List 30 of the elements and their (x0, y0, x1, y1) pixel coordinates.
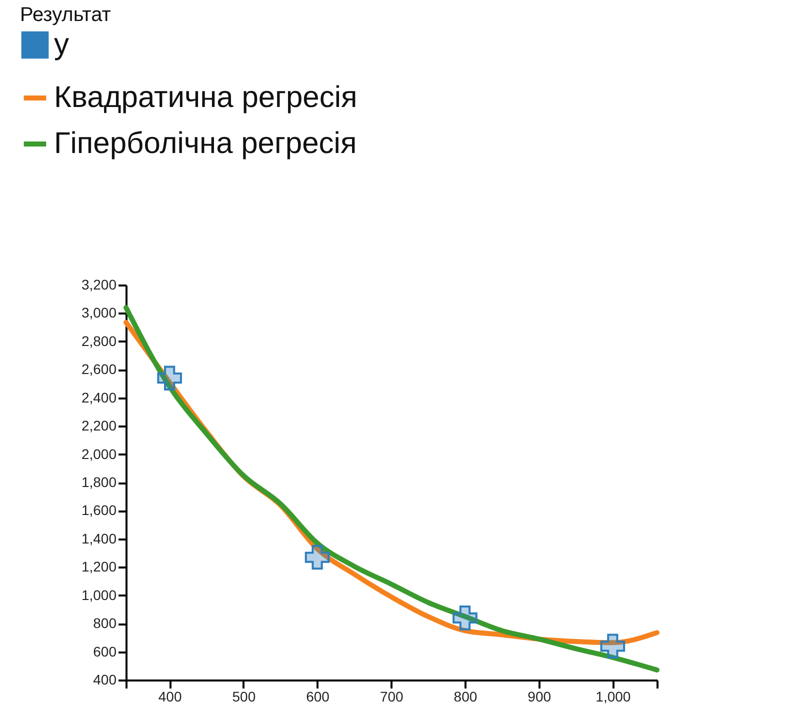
x-tick-label: 900 (528, 688, 552, 704)
y-tick-label: 2,800 (81, 332, 117, 349)
y-tick-label: 1,800 (81, 474, 117, 490)
legend-title: Результат (20, 4, 111, 26)
point (304, 544, 330, 570)
legend-label: Гіперболічна регресія (54, 127, 357, 160)
y-tick-label: 2,400 (81, 389, 117, 406)
y-tick-label: 3,000 (81, 304, 117, 321)
legend-label: y (54, 28, 69, 61)
y-tick-label: 3,200 (81, 276, 117, 292)
y-tick-label: 1,400 (81, 530, 117, 546)
point (157, 366, 182, 391)
y-tick-label: 1,000 (81, 586, 117, 603)
y-tick-label: 2,200 (81, 418, 117, 434)
y-tick-label: 2,000 (81, 446, 117, 462)
y-tick-label: 800 (93, 615, 117, 632)
x-tick-label: 1,000 (596, 688, 631, 704)
x-tick-label: 800 (454, 688, 478, 704)
x-tick-label: 500 (232, 688, 256, 704)
y-tick-label: 1,200 (81, 558, 117, 575)
point (452, 606, 478, 630)
y-tick-label: 1,600 (81, 502, 117, 518)
y-tick-label: 400 (93, 672, 117, 688)
y-tick-label: 2,600 (81, 361, 117, 378)
legend-label: Квадратична регресія (54, 81, 358, 114)
x-tick-label: 700 (380, 688, 404, 704)
point (600, 634, 626, 659)
x-tick-label: 400 (158, 688, 182, 704)
x-tick-label: 600 (306, 688, 330, 704)
y-tick-label: 600 (93, 643, 117, 660)
